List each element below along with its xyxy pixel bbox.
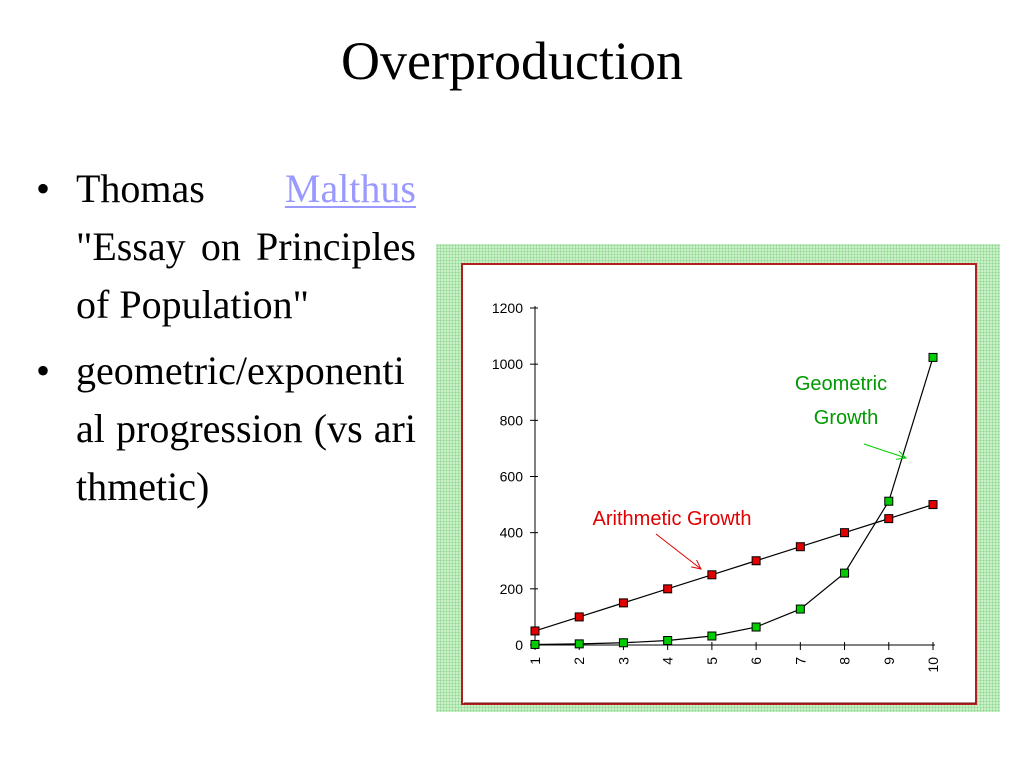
data-point: [663, 584, 673, 594]
y-tick-label: 1000: [492, 356, 523, 372]
data-point: [574, 639, 584, 649]
data-point: [530, 626, 540, 636]
data-point: [928, 500, 938, 510]
data-point: [928, 352, 938, 362]
slide-title: Overproduction: [341, 31, 683, 91]
y-tick-label: 0: [515, 637, 523, 653]
x-tick-label: 1: [527, 657, 543, 665]
x-tick-label: 9: [881, 657, 897, 665]
data-point: [751, 622, 761, 632]
data-point: [707, 570, 717, 580]
bullet-text-after: "Essay on Principles of Population": [76, 224, 416, 327]
geometric-arrow: [863, 443, 907, 459]
y-tick-label: 400: [500, 525, 524, 541]
geometric-growth-label: Geometric: [795, 373, 887, 395]
data-point: [884, 496, 894, 506]
arithmetic-arrow-head: [691, 559, 702, 570]
y-tick-label: 1200: [492, 300, 523, 316]
geometric-growth-label-line2: Growth: [814, 407, 878, 429]
data-point: [840, 568, 850, 578]
growth-chart: 0 200 400 600 800 1000 1200 1 2 3 4 5 6 7 8 9 10 Arithmet…: [461, 263, 977, 705]
x-tick-label: 7: [792, 657, 808, 665]
series-line-0: [534, 504, 934, 632]
chart-frame: 0 200 400 600 800 1000 1200 1 2 3 4 5 6 7 8 9 10 Arithmet…: [436, 244, 1000, 712]
geometric-arrow-head: [896, 450, 908, 460]
x-tick-label: 8: [837, 657, 853, 665]
x-tick-label: 10: [925, 657, 941, 673]
x-tick-label: 2: [571, 657, 587, 665]
data-point: [795, 542, 805, 552]
x-tick-label: 4: [660, 657, 676, 665]
arithmetic-arrow: [655, 533, 702, 570]
data-point: [663, 636, 673, 646]
data-point: [840, 528, 850, 538]
data-point: [795, 604, 805, 614]
data-point: [574, 612, 584, 622]
chart-panel: [461, 263, 977, 705]
bullet-item-progression: • geometric/exponential progression (vs …: [36, 342, 416, 516]
bullet-dot-icon: •: [36, 166, 51, 211]
data-point: [618, 638, 628, 648]
x-tick-label: 6: [748, 657, 764, 665]
bullet-dot-icon: •: [36, 348, 51, 393]
data-point: [530, 639, 540, 649]
arithmetic-growth-label: Arithmetic Growth: [593, 508, 752, 530]
series-line-1: [534, 357, 934, 646]
data-point: [707, 631, 717, 641]
bullet-text-malthus: Thomas Malthus "Essay on Principles of P…: [76, 160, 416, 334]
y-tick-label: 200: [500, 581, 524, 597]
bullet-list: • Thomas Malthus "Essay on Principles of…: [36, 160, 416, 524]
bullet-text-progression: geometric/exponential progression (vs ar…: [76, 348, 416, 509]
data-point: [751, 556, 761, 566]
y-tick-label: 800: [500, 412, 524, 428]
bullet-text-before: Thomas: [76, 166, 285, 211]
data-point: [884, 514, 894, 524]
x-tick-label: 3: [615, 657, 631, 665]
malthus-link[interactable]: Malthus: [284, 166, 416, 211]
bullet-item-malthus: • Thomas Malthus "Essay on Principles of…: [36, 160, 416, 334]
y-tick-label: 600: [500, 469, 524, 485]
data-point: [618, 598, 628, 608]
x-tick-label: 5: [704, 657, 720, 665]
